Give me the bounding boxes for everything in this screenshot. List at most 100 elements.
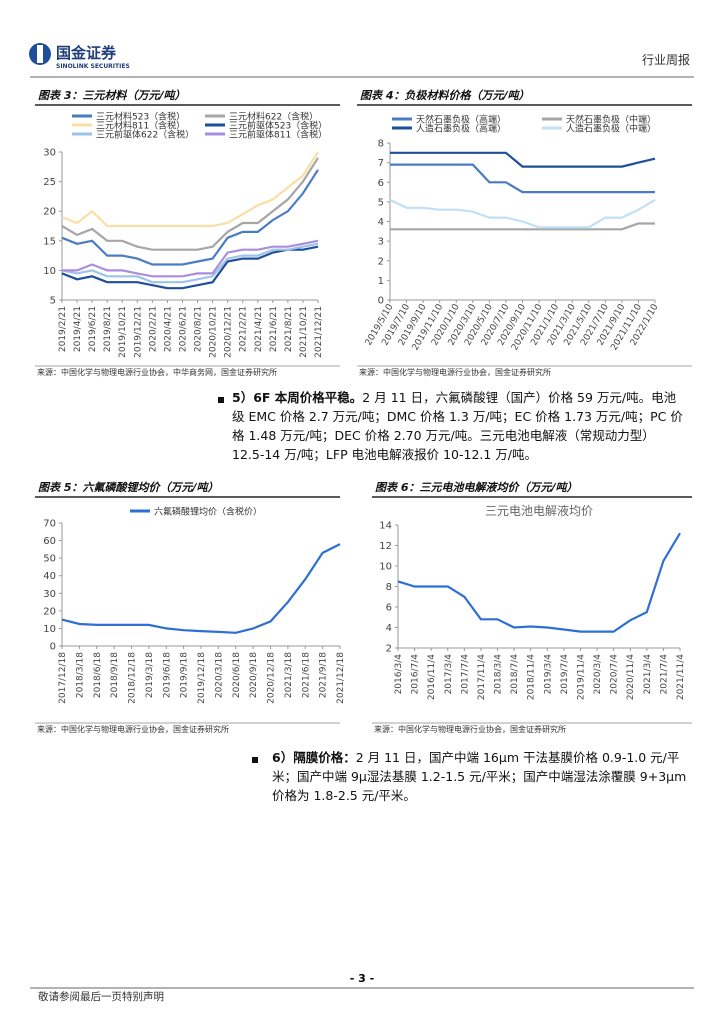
bullet (252, 757, 258, 763)
series-line (61, 245, 319, 290)
x-tick-label: 2017/3/4 (444, 654, 454, 695)
x-tick-label: 2021/11/4 (676, 654, 686, 700)
logo-cn: 国金证券 (56, 44, 117, 62)
x-tick-label: 2021/10/21 (299, 306, 309, 358)
y-tick-label: 40 (43, 571, 56, 582)
x-tick-label: 2020/3/18 (214, 652, 224, 698)
y-tick-label: 70 (43, 519, 56, 530)
y-tick-label: 4 (386, 623, 392, 634)
paragraph: 5）6F 本周价格平稳。2 月 11 日，六氟磷酸锂（国产）价格 59 万元/吨… (232, 388, 687, 464)
legend-label: 天然石墨负极（中端） (566, 114, 656, 126)
y-tick-label: 5 (378, 197, 384, 208)
x-tick-label: 2020/2/21 (148, 306, 158, 352)
legend-label: 三元材料622（含税） (229, 111, 318, 123)
x-tick-label: 2020/10/21 (209, 306, 219, 358)
x-tick-label: 2016/7/4 (411, 654, 421, 695)
chart-source: 来源：中国化学与物理电源行业协会，国金证券研究所 (37, 724, 229, 734)
y-tick-label: 7 (378, 158, 384, 169)
y-tick-label: 1 (378, 276, 384, 287)
y-tick-label: 0 (50, 642, 56, 653)
chart-source: 来源：中国化学与物理电源行业协会，中华商务网，国金证券研究所 (37, 367, 277, 377)
y-tick-label: 10 (43, 624, 56, 635)
x-tick-label: 2019/2/21 (58, 306, 68, 352)
y-tick-label: 8 (378, 139, 384, 150)
y-tick-label: 6 (378, 178, 384, 189)
x-tick-label: 2018/11/4 (527, 654, 537, 700)
x-tick-label: 2021/3/18 (284, 652, 294, 698)
x-tick-label: 2018/6/18 (93, 652, 103, 698)
series-line (61, 242, 319, 284)
y-tick-label: 5 (50, 296, 56, 307)
paragraph-body: 2 月 11 日，国产中端 16μm 干法基膜价格 0.9-1.0 元/平米；国… (272, 750, 687, 803)
paragraph-lead: 6）隔膜价格： (272, 750, 356, 765)
x-tick-label: 2020/6/18 (232, 652, 242, 698)
x-tick-label: 2021/2/21 (239, 306, 249, 352)
x-tick-label: 2020/8/21 (194, 306, 204, 352)
x-tick-label: 2021/4/21 (254, 306, 264, 352)
x-tick-label: 2020/11/4 (626, 654, 636, 700)
series-line (62, 239, 319, 278)
x-tick-label: 2020/3/4 (593, 654, 603, 695)
y-tick-label: 3 (378, 237, 384, 248)
x-tick-label: 2019/9/18 (180, 652, 190, 698)
y-tick-label: 20 (43, 207, 56, 218)
y-tick-label: 0 (378, 296, 384, 307)
x-tick-label: 2020/7/4 (610, 654, 620, 695)
chart-source: 来源：中国化学与物理电源行业协会，国金证券研究所 (359, 367, 551, 377)
x-tick-label: 2019/6/18 (162, 652, 172, 698)
x-tick-label: 2020/9/18 (249, 652, 259, 698)
x-tick-label: 2021/3/4 (643, 654, 653, 695)
y-tick-label: 15 (43, 236, 56, 247)
chart-title: 图表 4：负极材料价格（万元/吨） (360, 89, 530, 102)
y-tick-label: 6 (386, 603, 392, 614)
x-tick-label: 2016/11/4 (427, 654, 437, 700)
x-tick-label: 2020/4/21 (163, 306, 173, 352)
y-tick-label: 4 (378, 217, 384, 228)
series-line (61, 151, 319, 228)
series-line (397, 532, 681, 633)
y-tick-label: 8 (386, 582, 392, 593)
y-tick-label: 12 (379, 541, 392, 552)
series-line (61, 157, 319, 251)
series-line (389, 198, 656, 229)
paragraph: 6）隔膜价格：2 月 11 日，国产中端 16μm 干法基膜价格 0.9-1.0… (272, 748, 692, 805)
x-tick-label: 2018/3/18 (75, 652, 85, 698)
series-line (390, 163, 655, 194)
logo-icon-mark (37, 45, 43, 63)
legend-label: 六氟磷酸锂均价（含税价） (154, 506, 262, 518)
x-tick-label: 2019/11/4 (576, 654, 586, 700)
chart-source: 来源：中国化学与物理电源行业协会，国金证券研究所 (374, 724, 566, 734)
series-line (61, 543, 341, 634)
legend-label: 三元材料811（含税） (96, 120, 185, 132)
chart-title: 图表 3：三元材料（万元/吨） (38, 89, 186, 102)
y-tick-label: 10 (43, 266, 56, 277)
x-tick-label: 2017/7/4 (460, 654, 470, 695)
x-tick-label: 2020/12/18 (267, 652, 277, 704)
x-tick-label: 2019/6/21 (88, 306, 98, 352)
series-line (61, 169, 319, 266)
x-tick-label: 2017/12/18 (58, 652, 68, 704)
y-tick-label: 60 (43, 536, 56, 547)
x-tick-label: 2019/8/21 (103, 306, 113, 352)
x-tick-label: 2020/6/21 (178, 306, 188, 352)
series-line (390, 151, 656, 168)
y-tick-label: 2 (378, 256, 384, 267)
series-line (390, 222, 655, 231)
legend-label: 三元材料523（含税） (96, 111, 185, 123)
x-tick-label: 2019/3/4 (543, 654, 553, 695)
paragraph-body: 2 月 11 日，六氟磷酸锂（国产）价格 59 万元/吨。电池级 EMC 价格 … (232, 390, 683, 462)
x-tick-label: 2018/7/4 (510, 654, 520, 695)
chart-subtitle: 三元电池电解液均价 (485, 503, 593, 518)
legend-label: 天然石墨负极（高端） (416, 114, 506, 126)
y-tick-label: 50 (43, 554, 56, 565)
x-tick-label: 2018/9/18 (110, 652, 120, 698)
y-tick-label: 20 (43, 606, 56, 617)
legend-label: 人造石墨负极（中端） (566, 123, 656, 135)
x-tick-label: 2019/4/21 (73, 306, 83, 352)
y-tick-label: 30 (43, 148, 56, 159)
x-tick-label: 2019/7/4 (560, 654, 570, 695)
legend-label: 三元前驱体622（含税） (96, 129, 194, 141)
chart-title: 图表 6：三元电池电解液均价（万元/吨） (375, 481, 578, 494)
